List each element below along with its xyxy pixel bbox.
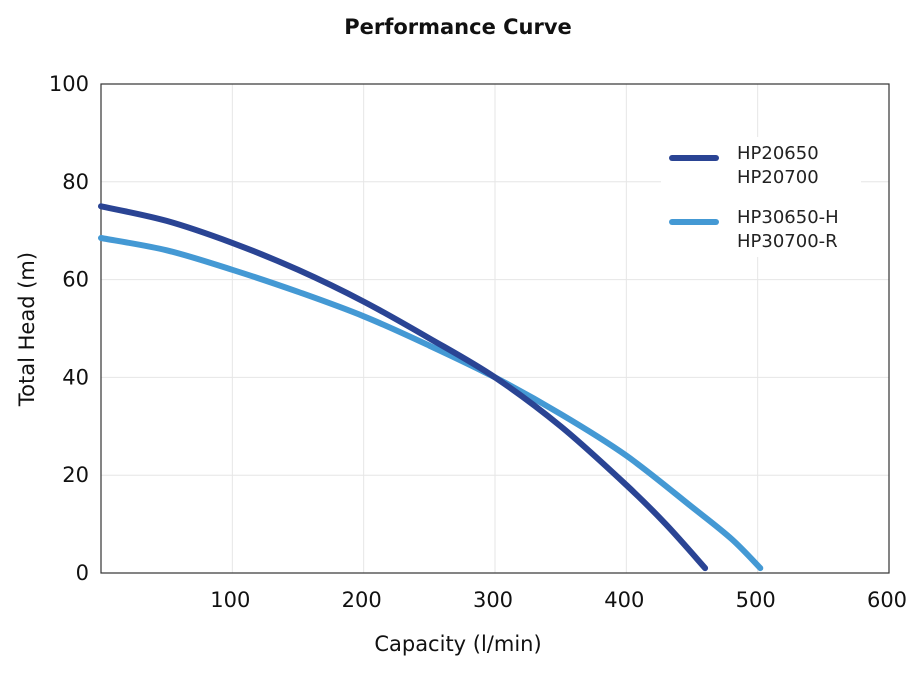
y-tick-label: 20 [62, 463, 89, 487]
x-tick-label: 300 [473, 588, 513, 612]
plot-area-frame [100, 83, 890, 574]
y-tick-label: 40 [62, 365, 89, 389]
x-tick-label: 100 [210, 588, 250, 612]
legend-label-1: HP20700 [737, 167, 819, 188]
x-tick-label: 200 [342, 588, 382, 612]
tick-labels: 0 20 40 60 80 100 100 200 300 400 500 600 [49, 72, 907, 612]
series-lines [98, 203, 764, 572]
legend-label-1: HP20650 [737, 143, 819, 164]
y-tick-label: 100 [49, 72, 89, 96]
legend-label-2: HP30650-H [737, 207, 839, 228]
legend: HP20650 HP20700 HP30650-H HP30700-R [661, 137, 861, 257]
y-axis-title: Total Head (m) [15, 252, 39, 407]
y-tick-label: 0 [76, 561, 89, 585]
legend-label-2: HP30700-R [737, 231, 838, 252]
series-line-1 [98, 203, 709, 572]
x-tick-label: 600 [867, 588, 907, 612]
x-tick-label: 500 [736, 588, 776, 612]
y-tick-label: 80 [62, 170, 89, 194]
chart-title: Performance Curve [344, 15, 572, 39]
series-line-2 [98, 235, 764, 572]
x-axis-title: Capacity (l/min) [374, 632, 541, 656]
y-tick-label: 60 [62, 268, 89, 292]
x-tick-label: 400 [604, 588, 644, 612]
grid-lines [101, 84, 889, 573]
